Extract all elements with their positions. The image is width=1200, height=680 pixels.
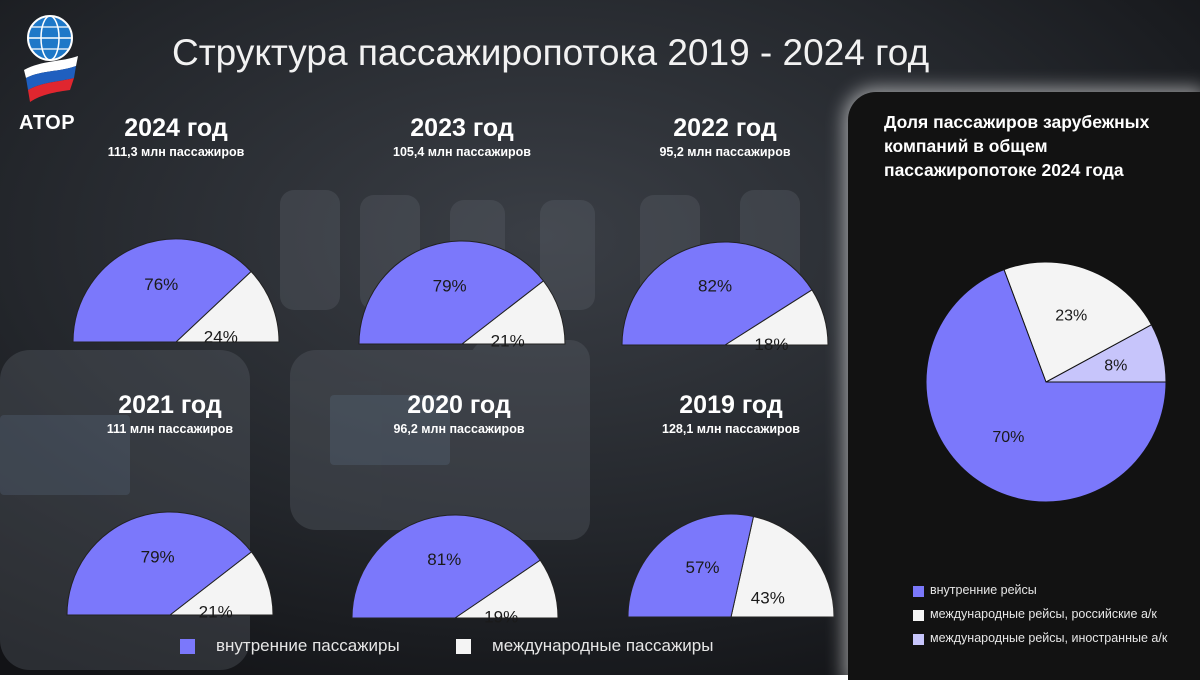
data-label-domestic: 57% bbox=[685, 558, 719, 577]
slice-domestic bbox=[621, 241, 813, 346]
slice-domestic bbox=[72, 238, 252, 343]
year-block-2022: 2022 год 95,2 млн пассажиров bbox=[605, 113, 845, 159]
legend-label: внутренние пассажиры bbox=[216, 636, 400, 655]
chart-subtitle: 96,2 млн пассажиров bbox=[393, 422, 525, 436]
pie-foreign-share: 8% 23% 70% bbox=[925, 261, 1167, 503]
slice-domestic bbox=[351, 514, 541, 619]
data-label-intl-foreign: 8% bbox=[1104, 357, 1127, 374]
page-title: Структура пассажиропотока 2019 - 2024 го… bbox=[172, 32, 930, 73]
data-label-domestic: 81% bbox=[427, 550, 461, 569]
legend-swatch-domestic bbox=[913, 586, 924, 597]
data-label-intl-russian: 23% bbox=[1055, 308, 1087, 325]
slice-domestic bbox=[358, 240, 545, 345]
year-block-2019: 2019 год 128,1 млн пассажиров bbox=[611, 390, 851, 436]
slice-international bbox=[730, 515, 835, 618]
legend-label: внутренние рейсы bbox=[930, 583, 1037, 597]
data-label-international: 21% bbox=[199, 603, 233, 622]
legend-swatch-domestic bbox=[180, 639, 195, 654]
slice-domestic bbox=[925, 268, 1167, 503]
legend-label: международные рейсы, иностранные а/к bbox=[930, 631, 1168, 645]
slice-international bbox=[168, 551, 274, 616]
globe-logo-icon bbox=[24, 15, 78, 102]
chart-title: 2021 год bbox=[118, 391, 222, 419]
side-panel-title: Доля пассажиров зарубежных компаний в об… bbox=[884, 112, 1150, 180]
data-label-domestic: 79% bbox=[433, 276, 467, 295]
half-pie-1: 79% 21% bbox=[358, 240, 566, 351]
ator-logo: АТОР bbox=[14, 12, 84, 134]
half-pie-5: 57% 43% bbox=[627, 513, 835, 618]
data-label-international: 18% bbox=[754, 335, 788, 354]
data-label-domestic: 82% bbox=[698, 277, 732, 296]
half-pie-2: 82% 18% bbox=[621, 241, 829, 354]
chart-subtitle: 95,2 млн пассажиров bbox=[659, 145, 791, 159]
year-block-2021: 2021 год 111 млн пассажиров bbox=[50, 390, 290, 436]
slice-intl-russian bbox=[1003, 261, 1153, 383]
data-label-international: 43% bbox=[751, 589, 785, 608]
legend-swatch-intl-russian bbox=[913, 610, 924, 621]
chart-title: 2019 год bbox=[679, 391, 783, 419]
slice-international bbox=[460, 280, 566, 345]
chart-title: 2020 год bbox=[407, 391, 511, 419]
data-label-domestic: 70% bbox=[992, 429, 1024, 446]
slice-international bbox=[174, 270, 280, 343]
chart-title: 2024 год bbox=[124, 114, 228, 142]
legend-swatch-international bbox=[456, 639, 471, 654]
slice-domestic bbox=[66, 511, 253, 616]
chart-subtitle: 111,3 млн пассажиров bbox=[107, 145, 245, 159]
slice-domestic bbox=[627, 513, 755, 618]
year-block-2023: 2023 год 105,4 млн пассажиров bbox=[342, 113, 582, 159]
half-pie-0: 76% 24% bbox=[72, 238, 280, 346]
data-label-international: 19% bbox=[484, 607, 518, 626]
data-label-international: 24% bbox=[204, 327, 238, 346]
chart-subtitle: 128,1 млн пассажиров bbox=[662, 422, 800, 436]
chart-title: 2022 год bbox=[673, 114, 777, 142]
chart-subtitle: 111 млн пассажиров bbox=[106, 422, 234, 436]
data-label-domestic: 76% bbox=[144, 275, 178, 294]
data-label-international: 21% bbox=[491, 332, 525, 351]
logo-text: АТОР bbox=[18, 112, 76, 134]
chart-subtitle: 105,4 млн пассажиров bbox=[393, 145, 531, 159]
legend-label: международные рейсы, российские а/к bbox=[930, 607, 1157, 621]
chart-title: 2023 год bbox=[410, 114, 514, 142]
year-block-2020: 2020 год 96,2 млн пассажиров bbox=[339, 390, 579, 436]
legend-swatch-intl-foreign bbox=[913, 634, 924, 645]
year-block-2024: 2024 год 111,3 млн пассажиров bbox=[56, 113, 296, 159]
legend-label: международные пассажиры bbox=[492, 636, 714, 655]
half-pie-4: 81% 19% bbox=[351, 514, 559, 626]
data-label-domestic: 79% bbox=[141, 547, 175, 566]
half-pie-3: 79% 21% bbox=[66, 511, 274, 622]
